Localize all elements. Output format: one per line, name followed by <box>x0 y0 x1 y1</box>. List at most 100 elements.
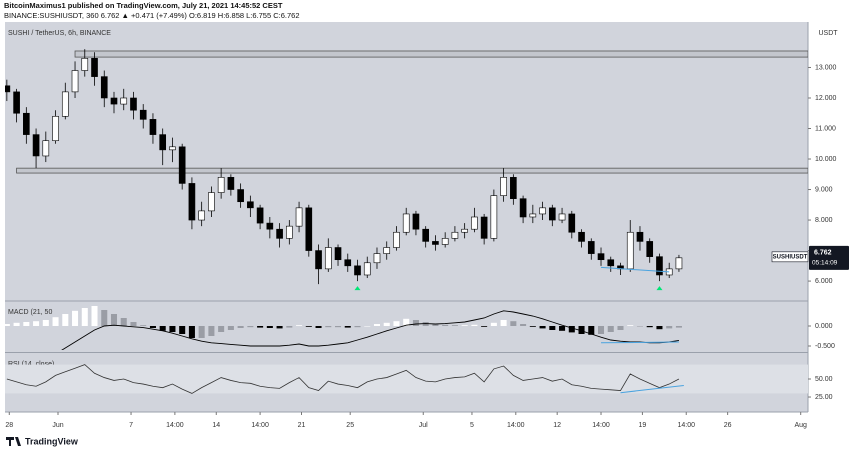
pane <box>5 49 808 285</box>
histogram-bar <box>597 326 605 334</box>
candle-body <box>471 216 478 230</box>
candle-body <box>52 115 59 142</box>
candle-body <box>198 210 205 221</box>
candle-body <box>266 222 274 230</box>
histogram-bar <box>286 326 293 328</box>
histogram-bar <box>305 326 312 327</box>
divergence-line <box>620 384 684 394</box>
candle-body <box>286 225 293 239</box>
candle-body <box>344 259 352 267</box>
histogram-bar <box>72 310 79 326</box>
histogram-bar <box>471 324 478 326</box>
x-tick-label: 14:00 <box>251 422 269 429</box>
candle-body <box>393 231 400 248</box>
candle-body <box>5 85 11 93</box>
x-tick-label: 14 <box>212 422 220 429</box>
histogram-bar <box>335 326 342 328</box>
histogram-bar <box>257 326 264 328</box>
histogram-bar <box>13 322 20 326</box>
histogram-bar <box>617 326 624 330</box>
candle-body <box>519 198 527 218</box>
candle-body <box>373 253 381 264</box>
rsi-line <box>6 364 680 394</box>
candle-body <box>81 58 89 71</box>
candle-body <box>548 207 556 221</box>
pane <box>5 364 808 394</box>
x-tick-label: Aug <box>794 422 807 429</box>
x-tick-label: 14:00 <box>166 422 184 429</box>
histogram-bar <box>276 326 283 329</box>
histogram-bar <box>481 326 488 327</box>
divergence-line <box>600 266 670 273</box>
unit-label: USDT <box>818 30 838 37</box>
histogram-bar <box>91 306 98 326</box>
histogram-bar <box>23 322 30 326</box>
candle-body <box>71 70 79 93</box>
candle-body <box>217 177 225 193</box>
candle-body <box>451 231 459 239</box>
candle-body <box>139 109 147 120</box>
candle-body <box>675 257 683 270</box>
candle-body <box>354 265 361 276</box>
histogram-bar <box>227 326 234 330</box>
signal-marker <box>354 286 361 291</box>
footer: TradingView <box>25 436 79 446</box>
last-price: 6.762 <box>814 250 832 257</box>
y-tick-label: 25.00 <box>815 394 833 401</box>
x-tick-label: Jun <box>52 422 63 429</box>
candle-body <box>100 76 108 99</box>
pane <box>5 306 682 350</box>
symbol-line: BINANCE:SUSHIUSDT, 360 6.762 ▲ +0.471 (+… <box>4 11 300 20</box>
candle-body <box>383 247 391 254</box>
x-tick-label: 21 <box>298 422 306 429</box>
candle-body <box>120 97 128 105</box>
candle-body <box>32 134 40 157</box>
candle-body <box>305 207 313 251</box>
y-tick-label: 6.000 <box>815 278 833 285</box>
histogram-bar <box>188 326 195 338</box>
candle-body <box>656 256 663 276</box>
histogram-bar <box>354 326 361 328</box>
histogram-bar <box>247 326 254 328</box>
x-tick-label: 14:00 <box>507 422 525 429</box>
histogram-bar <box>218 326 225 332</box>
rsi-band <box>5 364 808 394</box>
candle-body <box>422 228 430 242</box>
candle-body <box>363 262 371 276</box>
candle-body <box>334 247 342 261</box>
candle-body <box>626 231 634 270</box>
signal-marker <box>656 286 663 291</box>
x-tick-label: 28 <box>5 422 13 429</box>
candle-body <box>490 195 498 239</box>
candle-body <box>324 247 332 270</box>
x-tick-label: 14:00 <box>677 422 695 429</box>
candle-body <box>578 231 585 242</box>
histogram-bar <box>607 326 614 332</box>
x-tick-label: 26 <box>724 422 732 429</box>
candle-body <box>208 192 215 212</box>
candle-body <box>315 250 322 270</box>
histogram-bar <box>442 324 449 326</box>
y-tick-label: 50.00 <box>815 376 833 383</box>
symbol-label-box <box>771 251 809 263</box>
histogram-bar <box>461 325 468 326</box>
histogram-bar <box>412 320 419 326</box>
histogram-bar <box>130 322 137 326</box>
x-tick-label: Jul <box>419 422 428 429</box>
x-tick-label: 7 <box>129 422 133 429</box>
histogram-bar <box>159 326 166 331</box>
author-line: BitcoinMaximus1 published on TradingView… <box>4 1 283 10</box>
rsi-title: RSI (14, close) <box>8 361 54 368</box>
histogram-bar <box>266 326 273 328</box>
candle-body <box>646 241 654 257</box>
histogram-bar <box>237 326 244 328</box>
candle-body <box>159 134 167 151</box>
x-tick-label: 12 <box>553 422 561 429</box>
candle-body <box>607 259 615 267</box>
histogram-bar <box>42 320 49 326</box>
candle-body <box>461 228 468 233</box>
histogram-bar <box>510 321 517 326</box>
candle-body <box>558 213 566 221</box>
histogram-bar <box>636 326 643 327</box>
logo <box>6 437 21 446</box>
